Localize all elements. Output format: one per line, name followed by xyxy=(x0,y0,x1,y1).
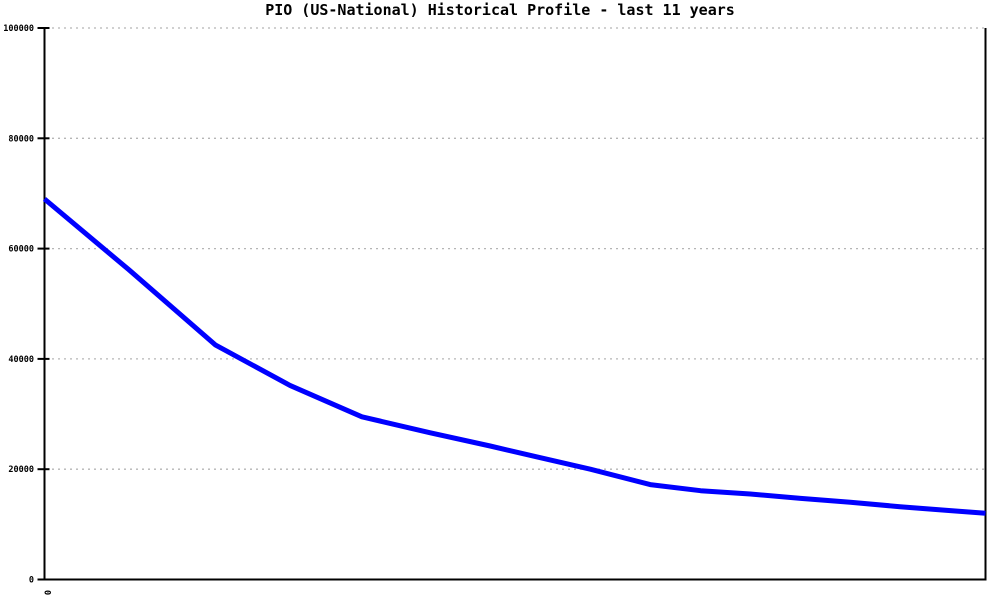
y-tick-label: 0 xyxy=(29,576,34,586)
gridlines-group xyxy=(46,27,984,470)
y-tick-label: 40000 xyxy=(8,355,34,365)
data-line xyxy=(42,197,986,516)
axes-group xyxy=(43,28,987,581)
series-group xyxy=(42,197,986,516)
y-tick-label: 20000 xyxy=(8,465,34,475)
x-tick-label: 0 xyxy=(42,590,52,595)
axis-frame xyxy=(43,28,987,581)
chart-title: PIO (US-National) Historical Profile - l… xyxy=(265,1,735,19)
y-tick-label: 60000 xyxy=(8,245,34,255)
tick-labels-group: 0 20000 40000 60000 80000 100000 0 xyxy=(3,24,51,595)
y-tick-label: 80000 xyxy=(8,134,34,144)
y-tick-label: 100000 xyxy=(3,24,34,34)
